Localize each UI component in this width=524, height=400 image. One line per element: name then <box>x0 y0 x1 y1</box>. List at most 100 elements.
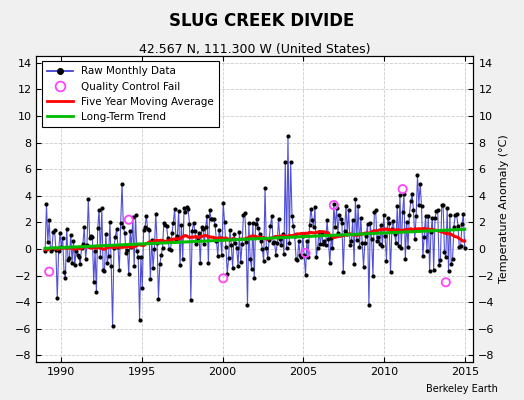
Point <box>265 237 274 243</box>
Point <box>348 216 357 223</box>
Point <box>449 256 457 262</box>
Point <box>369 272 377 279</box>
Point <box>49 229 58 235</box>
Point <box>365 302 373 308</box>
Point <box>385 220 394 226</box>
Point <box>297 254 305 260</box>
Point <box>409 206 418 213</box>
Point <box>336 216 345 222</box>
Point <box>330 201 338 208</box>
Point <box>46 248 54 254</box>
Point <box>293 257 302 264</box>
Point <box>45 268 53 275</box>
Point <box>172 237 180 244</box>
Point <box>338 220 346 226</box>
Point <box>115 267 124 274</box>
Point <box>146 276 155 282</box>
Point <box>330 202 338 208</box>
Point <box>300 252 308 258</box>
Point <box>215 226 223 233</box>
Point <box>52 247 60 254</box>
Point <box>261 185 269 191</box>
Point <box>303 238 311 244</box>
Point <box>367 236 376 242</box>
Point <box>461 245 469 251</box>
Point <box>430 266 438 273</box>
Point <box>125 271 133 277</box>
Point <box>351 196 359 202</box>
Point <box>198 224 206 230</box>
Point <box>142 213 150 220</box>
Legend: Raw Monthly Data, Quality Control Fail, Five Year Moving Average, Long-Term Tren: Raw Monthly Data, Quality Control Fail, … <box>41 61 219 127</box>
Point <box>196 260 204 266</box>
Point <box>289 222 298 229</box>
Point <box>165 246 173 252</box>
Point <box>81 256 90 262</box>
Point <box>243 302 252 308</box>
Point <box>428 214 436 221</box>
Point <box>207 216 215 222</box>
Point <box>319 240 328 247</box>
Point <box>121 230 129 236</box>
Point <box>420 233 429 240</box>
Point <box>227 242 235 248</box>
Point <box>163 235 172 241</box>
Point <box>444 267 453 274</box>
Point <box>305 222 314 228</box>
Point <box>154 296 162 302</box>
Point <box>214 253 222 259</box>
Point <box>393 203 401 210</box>
Point <box>125 216 133 223</box>
Point <box>62 225 71 232</box>
Point <box>137 254 145 260</box>
Point <box>301 250 310 256</box>
Point <box>184 206 192 212</box>
Point <box>413 172 422 178</box>
Point <box>138 285 147 292</box>
Point <box>309 224 318 230</box>
Point <box>362 233 370 240</box>
Point <box>313 245 322 252</box>
Point <box>386 269 395 275</box>
Point <box>402 218 411 225</box>
Point <box>273 240 281 246</box>
Point <box>182 204 191 210</box>
Point <box>170 206 179 212</box>
Point <box>72 248 80 254</box>
Point <box>287 159 295 166</box>
Point <box>219 275 227 282</box>
Point <box>133 248 141 254</box>
Point <box>230 231 238 237</box>
Point <box>278 231 287 237</box>
Point <box>145 226 153 233</box>
Point <box>266 223 275 229</box>
Point <box>204 259 213 266</box>
Point <box>276 236 284 242</box>
Point <box>130 263 138 270</box>
Point <box>292 256 300 262</box>
Point <box>398 209 407 215</box>
Point <box>114 244 122 250</box>
Point <box>357 215 365 221</box>
Point <box>153 239 161 246</box>
Point <box>346 242 354 248</box>
Point <box>390 231 399 238</box>
Point <box>156 261 164 268</box>
Point <box>103 260 112 266</box>
Point <box>361 240 369 246</box>
Point <box>370 209 378 216</box>
Point <box>50 227 59 234</box>
Point <box>398 186 407 192</box>
Point <box>242 239 250 245</box>
Point <box>195 230 203 236</box>
Point <box>200 241 209 247</box>
Point <box>236 259 245 266</box>
Point <box>122 250 130 256</box>
Point <box>226 226 234 233</box>
Point <box>74 254 83 260</box>
Point <box>258 246 267 252</box>
Point <box>262 244 270 251</box>
Point <box>211 222 220 229</box>
Point <box>435 262 443 268</box>
Point <box>404 244 412 250</box>
